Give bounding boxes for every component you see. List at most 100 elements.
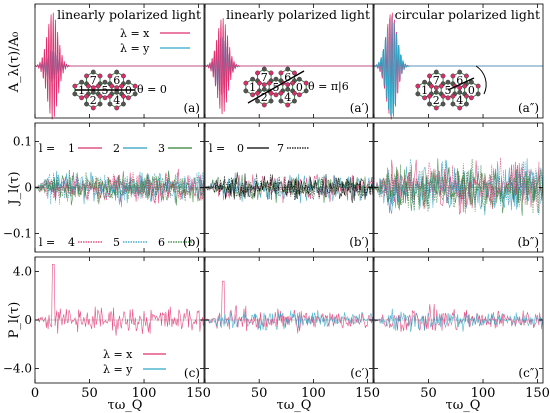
lattice-site	[462, 83, 468, 89]
panel-tag: (a)	[183, 101, 200, 115]
lattice-site	[464, 101, 469, 107]
panel-tag: (c′)	[350, 366, 369, 380]
pulse-x-line	[204, 18, 373, 115]
lattice-site	[268, 90, 274, 96]
lattice-site	[97, 101, 103, 107]
lattice-site	[121, 93, 126, 99]
panel-2-0: 0 50 100 150 4.0 0 −4.0 (c)	[3, 256, 211, 401]
current-l7-line	[204, 173, 374, 201]
panel-0-0: (a) linearly polarized light	[34, 3, 205, 120]
legend-prefix: l =	[39, 142, 55, 155]
lattice-label: 0	[296, 81, 303, 94]
y-tick-label: 0	[24, 313, 32, 327]
lattice-site	[440, 93, 446, 99]
lattice-label: 2	[261, 91, 268, 104]
current-l6-line	[373, 158, 544, 214]
lattice-site	[422, 79, 427, 85]
lattice-site	[84, 73, 89, 79]
x-axis-label: τω_Q	[108, 398, 143, 413]
l-legend-bottom: l = 4 5 6	[39, 236, 192, 249]
panel-tag: (a′)	[350, 101, 369, 115]
lattice-site	[125, 95, 131, 101]
lattice-site	[114, 105, 120, 111]
panel-frame	[204, 3, 374, 119]
lattice-site	[125, 79, 131, 85]
legend-prefix: l =	[39, 236, 55, 249]
lattice-site	[290, 80, 296, 86]
lattice-site	[422, 95, 427, 101]
lattice-site	[255, 70, 260, 76]
y-tick-label: 4.0	[13, 265, 32, 279]
lattice-site	[268, 98, 274, 104]
lattice-inset: 7 6 1 5 0 2 4	[415, 65, 487, 111]
y-tick-label: −0.1	[3, 227, 32, 241]
legend-item: 4	[68, 236, 75, 249]
polarization-arrow	[447, 77, 475, 91]
lattice-site	[427, 101, 432, 107]
x-tick-label: 0	[31, 386, 39, 401]
lattice-site	[255, 98, 260, 104]
lattice-site	[433, 105, 439, 111]
x-axis-label: τω_Q	[277, 398, 312, 413]
legend-label-x: λ = x	[120, 27, 150, 40]
x-tick-label: 50	[251, 386, 268, 401]
x-tick-label: 50	[81, 386, 98, 401]
legend-label-x: λ = x	[103, 348, 133, 361]
panel-title: circular polarized light	[395, 7, 540, 22]
legend-item: 6	[158, 236, 165, 249]
lattice-site	[90, 69, 96, 75]
panel-tag: (b″)	[517, 235, 539, 249]
polarization-y-line	[373, 308, 543, 332]
lattice-site	[119, 83, 125, 89]
lattice-site	[107, 93, 113, 99]
lattice-label: 7	[90, 74, 97, 87]
l-legend-mid: l = 0 7	[209, 142, 309, 155]
lattice-site	[292, 90, 297, 96]
lattice-site	[415, 83, 421, 89]
legend-item: 5	[113, 236, 120, 249]
lattice-site	[450, 73, 456, 79]
lattice-site	[292, 70, 297, 76]
polarization-y-line	[205, 309, 373, 331]
panel-0-2: (a″) circular polarized light	[373, 3, 544, 120]
lattice-site	[285, 102, 291, 108]
lattice-site	[433, 85, 439, 91]
lattice-site	[475, 83, 481, 89]
lattice-site	[278, 70, 284, 76]
lattice-site	[450, 93, 456, 99]
panel-tag: (a″)	[518, 101, 539, 115]
panel-tag: (c″)	[518, 366, 539, 380]
lattice-site	[450, 101, 456, 107]
lattice-site	[132, 83, 138, 89]
current-l1-line	[373, 159, 544, 215]
panel-tag: (c)	[184, 366, 200, 380]
lattice-label: 4	[284, 91, 291, 104]
lattice-site	[433, 89, 439, 95]
lattice-site	[285, 82, 291, 88]
lattice-site	[84, 101, 89, 107]
lattice-site	[464, 93, 469, 99]
lattice-site	[303, 80, 309, 86]
lattice-label: 7	[433, 74, 440, 87]
panel-frame	[373, 3, 544, 119]
lattice-site	[278, 98, 284, 104]
lattice-site	[427, 93, 432, 99]
lattice-site	[273, 76, 279, 82]
lattice-site	[285, 86, 291, 92]
polarization-x-line	[34, 264, 204, 336]
lattice-site	[85, 83, 91, 89]
lattice-site	[475, 91, 481, 97]
lattice-label: 6	[456, 74, 463, 87]
angle-label: θ = 0	[137, 83, 167, 96]
y-tick-label: 0	[24, 181, 32, 195]
current-l6-line	[34, 170, 205, 202]
lattice-label: 6	[113, 74, 120, 87]
lattice-site	[97, 73, 103, 79]
y-axis-label: P_l(τ)	[7, 302, 22, 339]
panel-2-1: 50 100 150 (c′)	[204, 256, 380, 401]
lattice-site	[261, 82, 267, 88]
lattice-site	[114, 69, 120, 75]
y-tick-label: −4.0	[3, 361, 32, 375]
polarization-x-line	[204, 280, 373, 334]
